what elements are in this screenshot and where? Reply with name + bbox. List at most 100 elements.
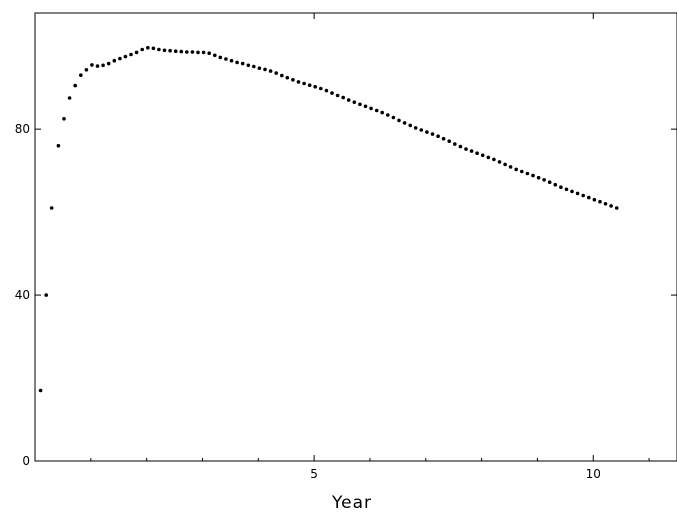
data-point (62, 117, 66, 121)
data-point (425, 130, 429, 134)
data-point (190, 50, 195, 54)
data-point (185, 50, 189, 54)
data-point (559, 185, 563, 189)
data-point (531, 173, 535, 178)
data-point (84, 68, 89, 72)
data-point (542, 178, 546, 182)
data-point (598, 199, 602, 204)
axis-tick-labels: 5 10 0 40 80 (15, 122, 601, 481)
y-tick-label: 40 (15, 288, 30, 302)
data-point (469, 149, 474, 153)
data-point (207, 51, 211, 55)
data-point (480, 153, 485, 158)
data-point (358, 102, 362, 107)
data-point (592, 197, 597, 202)
data-point (525, 171, 530, 176)
data-point (330, 91, 334, 95)
data-point (570, 189, 574, 194)
data-point (464, 147, 468, 151)
x-tick-label: 10 (586, 467, 601, 481)
data-point (173, 49, 178, 53)
data-point (106, 61, 111, 66)
data-point (369, 106, 373, 111)
data-point (564, 187, 569, 192)
data-point (229, 58, 234, 63)
data-point (408, 123, 413, 128)
data-point (196, 50, 200, 55)
x-tick-label: 5 (310, 467, 318, 481)
data-point (49, 206, 54, 210)
data-point (246, 63, 251, 68)
data-point (386, 113, 390, 117)
data-point (603, 202, 608, 206)
y-tick-label: 80 (15, 122, 30, 136)
data-point (346, 98, 351, 102)
data-point (503, 162, 507, 167)
data-point (291, 78, 295, 82)
axis-ticks (35, 13, 677, 462)
data-point (257, 66, 262, 70)
data-point (157, 47, 161, 52)
data-point (268, 69, 273, 73)
data-point (296, 80, 301, 84)
data-point (453, 142, 457, 146)
data-point (95, 64, 100, 68)
data-point (151, 46, 156, 51)
data-point (302, 81, 306, 86)
data-point (67, 96, 72, 100)
data-point (475, 151, 479, 155)
data-point (285, 75, 290, 80)
data-point (218, 55, 223, 60)
data-point (73, 83, 77, 88)
data-point (458, 144, 463, 149)
data-points (38, 46, 619, 393)
data-point (240, 61, 245, 66)
data-point (508, 165, 513, 169)
data-point (547, 180, 552, 184)
data-point (252, 64, 256, 69)
data-point (553, 182, 558, 187)
data-point (79, 73, 83, 77)
data-point (391, 115, 396, 120)
data-point (447, 139, 452, 143)
data-point (134, 50, 139, 55)
data-point (235, 60, 239, 65)
data-point (514, 167, 518, 172)
data-point (581, 193, 585, 198)
data-point (380, 110, 385, 115)
data-point (280, 73, 284, 78)
data-point (123, 54, 128, 59)
data-point (587, 195, 591, 200)
data-point (201, 50, 206, 55)
data-point (335, 93, 340, 98)
data-point (419, 128, 424, 132)
data-point (44, 293, 48, 297)
data-point (90, 63, 94, 67)
x-axis-title: Year (331, 493, 372, 513)
data-point (101, 63, 105, 68)
data-point (313, 85, 318, 89)
data-point (520, 169, 524, 174)
data-point (352, 100, 357, 104)
data-point (575, 191, 580, 196)
data-point (129, 52, 133, 57)
data-point (140, 47, 144, 52)
data-point (497, 160, 502, 164)
data-point (179, 49, 184, 54)
data-point (397, 118, 401, 123)
data-point (319, 86, 323, 91)
data-point (430, 132, 435, 136)
data-point (441, 136, 446, 141)
data-point (324, 88, 329, 93)
data-point (374, 108, 379, 113)
data-point (213, 53, 217, 58)
plot-frame (34, 12, 677, 462)
data-point (492, 157, 496, 162)
data-point (536, 175, 541, 180)
data-point (56, 143, 61, 148)
data-point (614, 206, 619, 210)
data-point (224, 57, 228, 61)
data-point (263, 67, 267, 72)
data-point (118, 56, 122, 61)
